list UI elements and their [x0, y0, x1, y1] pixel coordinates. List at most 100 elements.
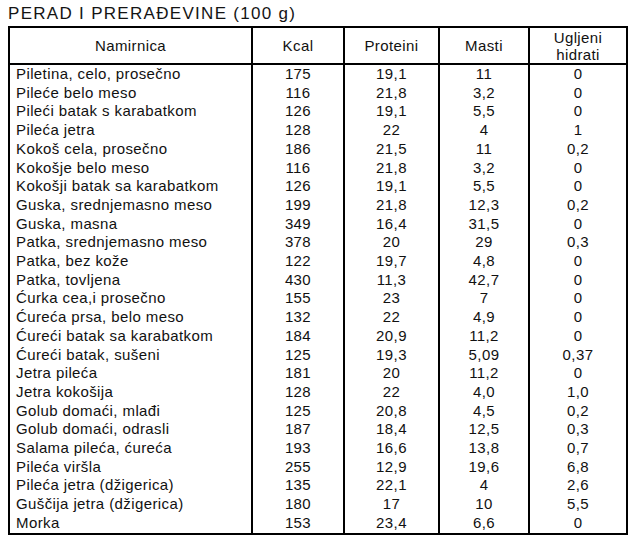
- food-name-cell: Kokošji batak sa karabatkom: [9, 177, 252, 196]
- food-name-cell: Patka, tovljena: [9, 271, 252, 290]
- value-cell-ugljeni-hidrati: 0,37: [529, 346, 627, 365]
- value-cell-masti: 4,5: [439, 402, 529, 421]
- food-name-cell: Pileće belo meso: [9, 84, 252, 103]
- value-cell-kcal: 116: [252, 84, 344, 103]
- value-cell-kcal: 116: [252, 159, 344, 178]
- table-header-row: NamirnicaKcalProteiniMastiUgljeni hidrat…: [9, 27, 627, 64]
- value-cell-masti: 12,3: [439, 196, 529, 215]
- food-name-cell: Piletina, celo, prosečno: [9, 64, 252, 84]
- table-row: Pileća viršla25512,919,66,8: [9, 458, 627, 477]
- table-row: Ćureći batak sa karabatkom18420,911,20: [9, 327, 627, 346]
- table-row: Patka, bez kože12219,74,80: [9, 252, 627, 271]
- value-cell-kcal: 181: [252, 364, 344, 383]
- value-cell-proteini: 20: [344, 364, 439, 383]
- food-name-cell: Kokoš cela, prosečno: [9, 140, 252, 159]
- food-name-cell: Guska, srednjemasno meso: [9, 196, 252, 215]
- value-cell-masti: 11: [439, 140, 529, 159]
- value-cell-masti: 19,6: [439, 458, 529, 477]
- table-row: Patka, tovljena43011,342,70: [9, 271, 627, 290]
- value-cell-kcal: 128: [252, 383, 344, 402]
- value-cell-ugljeni-hidrati: 0,2: [529, 402, 627, 421]
- table-row: Kokošji batak sa karabatkom12619,15,50: [9, 177, 627, 196]
- value-cell-ugljeni-hidrati: 5,5: [529, 495, 627, 514]
- table-row: Jetra pileća1812011,20: [9, 364, 627, 383]
- value-cell-ugljeni-hidrati: 0: [529, 84, 627, 103]
- value-cell-ugljeni-hidrati: 1: [529, 121, 627, 140]
- table-row: Ćureći batak, sušeni12519,35,090,37: [9, 346, 627, 365]
- value-cell-proteini: 19,7: [344, 252, 439, 271]
- value-cell-ugljeni-hidrati: 0,2: [529, 140, 627, 159]
- table-row: Ćurka cea,i prosečno1552370: [9, 289, 627, 308]
- value-cell-kcal: 193: [252, 439, 344, 458]
- food-name-cell: Golub domaći, odrasli: [9, 420, 252, 439]
- column-header-masti: Masti: [439, 27, 529, 64]
- food-name-cell: Ćureći batak sa karabatkom: [9, 327, 252, 346]
- value-cell-ugljeni-hidrati: 0,3: [529, 233, 627, 252]
- value-cell-masti: 5,09: [439, 346, 529, 365]
- food-name-cell: Golub domaći, mlađi: [9, 402, 252, 421]
- value-cell-proteini: 20,9: [344, 327, 439, 346]
- value-cell-proteini: 19,1: [344, 102, 439, 121]
- value-cell-masti: 11,2: [439, 364, 529, 383]
- value-cell-masti: 13,8: [439, 439, 529, 458]
- value-cell-masti: 5,5: [439, 177, 529, 196]
- value-cell-kcal: 184: [252, 327, 344, 346]
- value-cell-masti: 11,2: [439, 327, 529, 346]
- value-cell-proteini: 22: [344, 121, 439, 140]
- value-cell-ugljeni-hidrati: 0,7: [529, 439, 627, 458]
- value-cell-kcal: 128: [252, 121, 344, 140]
- value-cell-kcal: 125: [252, 402, 344, 421]
- value-cell-proteini: 20,8: [344, 402, 439, 421]
- value-cell-proteini: 16,6: [344, 439, 439, 458]
- food-name-cell: Patka, srednjemasno meso: [9, 233, 252, 252]
- table-row: Pileća jetra (džigerica)13522,142,6: [9, 476, 627, 495]
- value-cell-masti: 29: [439, 233, 529, 252]
- value-cell-ugljeni-hidrati: 0: [529, 177, 627, 196]
- value-cell-ugljeni-hidrati: 0,3: [529, 420, 627, 439]
- value-cell-ugljeni-hidrati: 0: [529, 102, 627, 121]
- value-cell-kcal: 187: [252, 420, 344, 439]
- value-cell-masti: 4: [439, 121, 529, 140]
- value-cell-proteini: 22,1: [344, 476, 439, 495]
- food-name-cell: Jetra kokošija: [9, 383, 252, 402]
- value-cell-kcal: 378: [252, 233, 344, 252]
- value-cell-kcal: 175: [252, 64, 344, 84]
- table-row: Golub domaći, mlađi12520,84,50,2: [9, 402, 627, 421]
- value-cell-proteini: 19,1: [344, 64, 439, 84]
- table-row: Guska, masna34916,431,50: [9, 215, 627, 234]
- value-cell-masti: 3,2: [439, 159, 529, 178]
- value-cell-kcal: 186: [252, 140, 344, 159]
- value-cell-proteini: 22: [344, 308, 439, 327]
- value-cell-kcal: 132: [252, 308, 344, 327]
- value-cell-proteini: 21,8: [344, 196, 439, 215]
- table-row: Salama pileća, ćureća19316,613,80,7: [9, 439, 627, 458]
- value-cell-masti: 12,5: [439, 420, 529, 439]
- food-name-cell: Ćureća prsa, belo meso: [9, 308, 252, 327]
- nutrition-table: NamirnicaKcalProteiniMastiUgljeni hidrat…: [8, 26, 628, 535]
- table-row: Jetra kokošija128224,01,0: [9, 383, 627, 402]
- food-name-cell: Pileća jetra (džigerica): [9, 476, 252, 495]
- value-cell-kcal: 155: [252, 289, 344, 308]
- value-cell-proteini: 19,1: [344, 177, 439, 196]
- food-name-cell: Jetra pileća: [9, 364, 252, 383]
- food-name-cell: Morka: [9, 514, 252, 534]
- table-row: Kokoš cela, prosečno18621,5110,2: [9, 140, 627, 159]
- value-cell-proteini: 17: [344, 495, 439, 514]
- value-cell-proteini: 11,3: [344, 271, 439, 290]
- table-row: Piletina, celo, prosečno17519,1110: [9, 64, 627, 84]
- table-row: Kokošje belo meso11621,83,20: [9, 159, 627, 178]
- food-name-cell: Ćurka cea,i prosečno: [9, 289, 252, 308]
- value-cell-proteini: 18,4: [344, 420, 439, 439]
- value-cell-kcal: 126: [252, 102, 344, 121]
- table-row: Guščija jetra (džigerica)18017105,5: [9, 495, 627, 514]
- page-title: PERAD I PRERAĐEVINE (100 g): [8, 3, 628, 25]
- value-cell-proteini: 22: [344, 383, 439, 402]
- value-cell-masti: 4,9: [439, 308, 529, 327]
- value-cell-masti: 4: [439, 476, 529, 495]
- value-cell-ugljeni-hidrati: 2,6: [529, 476, 627, 495]
- column-header-ugljeni-hidrati: Ugljeni hidrati: [529, 27, 627, 64]
- food-name-cell: Guščija jetra (džigerica): [9, 495, 252, 514]
- value-cell-proteini: 23: [344, 289, 439, 308]
- value-cell-kcal: 135: [252, 476, 344, 495]
- value-cell-masti: 4,0: [439, 383, 529, 402]
